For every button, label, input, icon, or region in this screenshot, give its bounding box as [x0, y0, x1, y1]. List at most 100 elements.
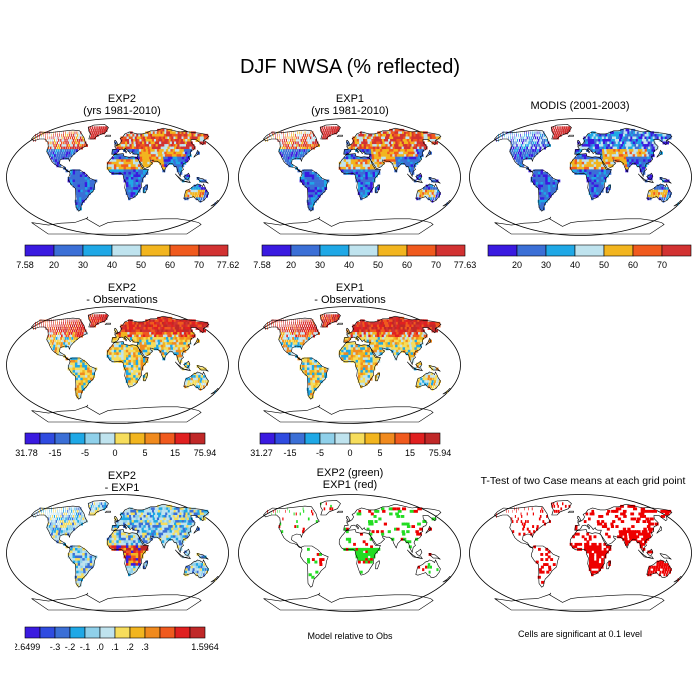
colorbar-label: 15 [170, 448, 180, 458]
map-field [267, 502, 439, 579]
colorbar-label: 77.62 [217, 260, 240, 270]
colorbar-swatch [54, 432, 71, 445]
colorbar-label: -15 [283, 448, 296, 458]
colorbar-swatch [348, 244, 379, 257]
map-field [33, 126, 216, 211]
map-relative [238, 494, 461, 612]
colorbar-swatch [159, 432, 176, 445]
colorbar-label: 7.58 [253, 260, 271, 270]
colorbar-swatch [114, 626, 131, 639]
page-title: DJF NWSA (% reflected) [239, 56, 461, 78]
colorbar-label: 50 [373, 260, 383, 270]
colorbar-swatch [144, 432, 161, 445]
panel-title-relative: EXP2 (green) EXP1 (red) [316, 467, 384, 491]
colorbar-modis: 20 30 40 50 60 70 [478, 244, 700, 272]
colorbar-label: 40 [344, 260, 354, 270]
colorbar-swatch [394, 432, 411, 445]
colorbar-label: 70 [194, 260, 204, 270]
colorbar-label: .2 [126, 642, 134, 652]
colorbar-label: 60 [628, 260, 638, 270]
coastlines [31, 124, 220, 235]
colorbar-swatch [99, 626, 116, 639]
colorbar-swatch [409, 432, 426, 445]
colorbar-label: 7.58 [16, 260, 34, 270]
colorbar-label: .3 [141, 642, 149, 652]
colorbar-swatch [144, 626, 161, 639]
colorbar-swatch [84, 626, 101, 639]
coastlines [494, 124, 683, 235]
colorbar-swatch [24, 626, 41, 639]
colorbar-label: 30 [541, 260, 551, 270]
colorbar-swatch [53, 244, 84, 257]
colorbar-swatch [39, 432, 56, 445]
colorbar-swatch [159, 626, 176, 639]
colorbar-swatch [114, 432, 131, 445]
colorbar-swatch [487, 244, 518, 257]
colorbar-label: 30 [78, 260, 88, 270]
colorbar-swatch [174, 626, 191, 639]
map-field [265, 126, 448, 211]
colorbar-swatch [69, 432, 86, 445]
colorbar-label: -2.6499 [15, 642, 40, 652]
colorbar-swatch [632, 244, 663, 257]
colorbar-swatch [84, 432, 101, 445]
colorbar-swatch [304, 432, 321, 445]
panel-title-exp2-exp1: EXP2- EXP1 [104, 470, 140, 494]
colorbar-swatch [39, 626, 56, 639]
panel-title-modis: MODIS (2001-2003) [530, 100, 630, 112]
map-field [33, 502, 216, 587]
colorbar-swatch [129, 432, 146, 445]
colorbar-label: -31.27 [250, 448, 273, 458]
colorbar-label: 30 [315, 260, 325, 270]
colorbar-label: 15 [405, 448, 415, 458]
colorbar-swatch [603, 244, 634, 257]
colorbar-swatch [289, 432, 306, 445]
colorbar-swatch [334, 432, 351, 445]
colorbar-label: 75.94 [194, 448, 217, 458]
colorbar-exp2-obs: -31.78 -15 -5 0 5 15 75.94 [15, 432, 235, 460]
colorbar-exp1: 7.58 20 30 40 50 60 70 77.63 [252, 244, 495, 272]
colorbar-swatch [198, 244, 229, 257]
colorbar-swatch [379, 432, 396, 445]
panel-title-exp1: EXP1 (yrs 1981-2010) [311, 93, 389, 117]
colorbar-label: -.3 [50, 642, 61, 652]
coastlines [263, 500, 452, 611]
colorbar-label: 40 [107, 260, 117, 270]
panel-title-ttest: T-Test of two Case means at each grid po… [480, 475, 686, 487]
colorbar-label: 40 [570, 260, 580, 270]
colorbar-swatch [259, 432, 276, 445]
colorbar-swatch [377, 244, 408, 257]
colorbar-swatch [129, 626, 146, 639]
colorbar-swatch [174, 432, 191, 445]
panel-title-exp1-obs: EXP1- Observations [314, 282, 386, 306]
colorbar-swatch [516, 244, 547, 257]
coastlines [263, 312, 452, 423]
colorbar-label: -.1 [80, 642, 91, 652]
coastlines [494, 500, 683, 611]
colorbar-label: 70 [431, 260, 441, 270]
panel-title-exp2-obs: EXP2- Observations [86, 282, 158, 306]
coastlines [263, 124, 452, 235]
colorbar-swatch [24, 244, 55, 257]
coastlines [31, 312, 220, 423]
colorbar-label: -.2 [65, 642, 76, 652]
colorbar-label: 60 [165, 260, 175, 270]
map-exp2-exp1 [6, 494, 229, 612]
colorbar-label: 5 [377, 448, 382, 458]
colorbar-swatch [24, 432, 41, 445]
colorbar-exp2: 7.58 20 30 40 50 60 70 77.62 [15, 244, 258, 272]
colorbar-label: 50 [136, 260, 146, 270]
colorbar-swatch [545, 244, 576, 257]
colorbar-exp1-obs: -31.27 -15 -5 0 5 15 75.94 [250, 432, 470, 460]
colorbar-swatch [261, 244, 292, 257]
note-relative: Model relative to Obs [307, 631, 393, 641]
colorbar-swatch [189, 626, 206, 639]
colorbar-label: 20 [286, 260, 296, 270]
colorbar-swatch [424, 432, 441, 445]
colorbar-label: 50 [599, 260, 609, 270]
colorbar-swatch [111, 244, 142, 257]
map-frame [469, 494, 692, 612]
colorbar-label: -31.78 [15, 448, 38, 458]
colorbar-label: 60 [402, 260, 412, 270]
map-field [496, 126, 679, 211]
